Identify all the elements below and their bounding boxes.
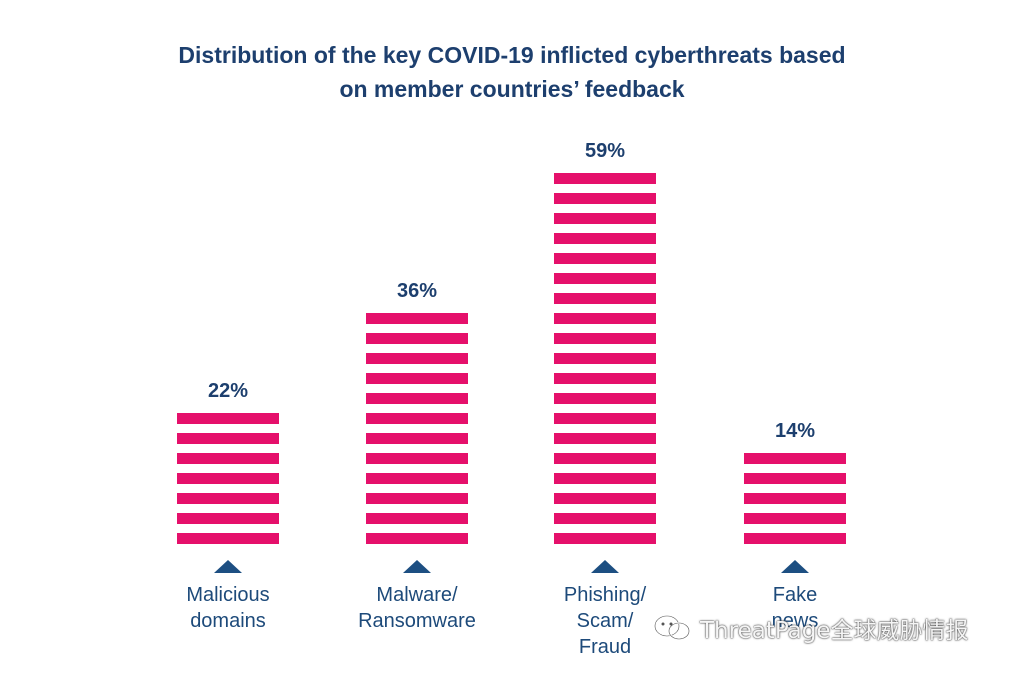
category-label: Fake news [772, 584, 819, 632]
bar-stripe [554, 453, 656, 464]
bar-stripe [554, 233, 656, 244]
chart-title-line-1: Distribution of the key COVID-19 inflict… [178, 42, 846, 68]
bar-stripe [744, 533, 846, 544]
bar-stripe [366, 453, 468, 464]
bar-stripe [366, 533, 468, 544]
bar-stripe [366, 393, 468, 404]
bar-stripe [554, 473, 656, 484]
category-label: Malicious domains [186, 584, 269, 632]
bar-stripe [177, 413, 279, 424]
bar-stripe [366, 353, 468, 364]
bar-stripe [366, 473, 468, 484]
bar-stripe [554, 333, 656, 344]
bar-stripe [554, 193, 656, 204]
bar-stripe [366, 513, 468, 524]
bar-4 [744, 453, 846, 544]
bar-stripe [366, 433, 468, 444]
bar-stripe [554, 433, 656, 444]
category-label-line: Fraud [579, 636, 631, 658]
bar-stripe [177, 493, 279, 504]
chart-title-line-2: on member countries’ feedback [339, 76, 685, 102]
triangle-marker-icon [403, 560, 431, 573]
bar-stripe [744, 453, 846, 464]
bar-stripe [554, 493, 656, 504]
bar-stripe [554, 213, 656, 224]
watermark-text: ThreatPage全球威胁情报 [700, 618, 969, 644]
category-label-line: Malicious [186, 584, 269, 606]
wechat-icon [654, 615, 690, 640]
triangle-marker-icon [591, 560, 619, 573]
data-label: 59% [585, 140, 625, 162]
watermark: ThreatPage全球威胁情报 [652, 610, 969, 646]
bar-stripe [366, 493, 468, 504]
bar-stripe [554, 533, 656, 544]
bar-stripe [366, 333, 468, 344]
triangle-marker-icon [781, 560, 809, 573]
data-label: 22% [208, 380, 248, 402]
bar-stripe [177, 433, 279, 444]
category-label-line: Malware/ [376, 584, 458, 606]
bar-stripe [177, 473, 279, 484]
bar-stripe [554, 393, 656, 404]
category-label-line: Phishing/ [564, 584, 647, 606]
bar-2 [366, 313, 468, 544]
category-label-line: Ransomware [358, 610, 476, 632]
category-label-line: domains [190, 610, 266, 632]
bar-3 [554, 173, 656, 544]
bar-stripe [554, 173, 656, 184]
triangle-marker-icon [214, 560, 242, 573]
bar-stripe [554, 513, 656, 524]
bar-stripe [554, 413, 656, 424]
bar-stripe [554, 273, 656, 284]
bar-stripe [554, 293, 656, 304]
chart-title: Distribution of the key COVID-19 inflict… [0, 38, 1024, 106]
category-label-line: Scam/ [577, 610, 634, 632]
bar-stripe [744, 493, 846, 504]
bar-stripe [177, 513, 279, 524]
bar-stripe [554, 353, 656, 364]
data-label: 36% [397, 280, 437, 302]
bar-stripe [554, 313, 656, 324]
bar-stripe [366, 413, 468, 424]
bar-stripe [554, 373, 656, 384]
bar-1 [177, 413, 279, 544]
bar-stripe [744, 513, 846, 524]
data-label: 14% [775, 420, 815, 442]
bar-stripe [366, 373, 468, 384]
bar-stripe [744, 473, 846, 484]
category-label-line: Fake [773, 584, 817, 606]
bar-stripe [177, 533, 279, 544]
category-label: Malware/Ransomware [358, 584, 476, 632]
category-label-line: news [772, 610, 819, 632]
category-label: Phishing/Scam/Fraud [564, 584, 647, 658]
bar-stripe [177, 453, 279, 464]
bar-stripe [554, 253, 656, 264]
bar-stripe [366, 313, 468, 324]
